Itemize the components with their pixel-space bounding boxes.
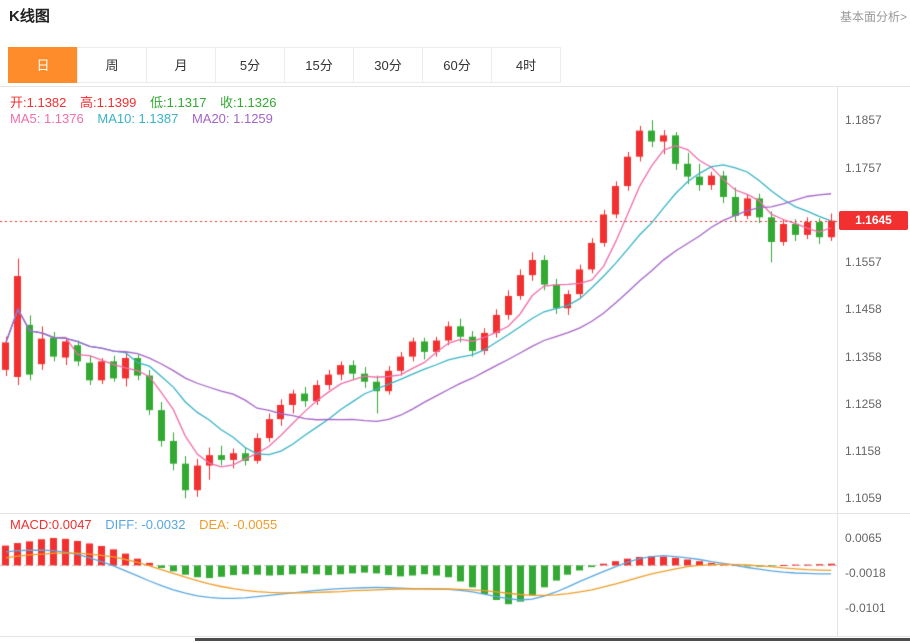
macd-value: MACD:0.0047 [10, 517, 92, 532]
panel-divider [0, 513, 910, 514]
tab-week[interactable]: 周 [77, 47, 147, 83]
chart-top-border [0, 86, 910, 87]
price-axis-label: 1.1158 [845, 444, 881, 459]
open-value: 开:1.1382 [10, 95, 67, 110]
tab-30min[interactable]: 30分 [353, 47, 423, 83]
tab-15min[interactable]: 15分 [284, 47, 354, 83]
ma5-value: MA5: 1.1376 [10, 111, 84, 126]
high-value: 高:1.1399 [80, 95, 137, 110]
macd-axis-label: -0.0101 [845, 601, 886, 615]
price-axis-label: 1.1258 [845, 396, 882, 411]
tab-day[interactable]: 日 [8, 47, 78, 83]
price-axis-label: 1.1059 [845, 491, 882, 506]
current-price-badge: 1.1645 [839, 211, 908, 231]
price-axis-label: 1.1557 [845, 255, 882, 270]
timeframe-tab-bar: 日 周 月 5分 15分 30分 60分 4时 [8, 47, 561, 83]
close-value: 收:1.1326 [220, 95, 277, 110]
ohlc-legend: 开:1.1382 高:1.1399 低:1.1317 收:1.1326 [10, 92, 286, 111]
price-axis-label: 1.1857 [845, 113, 882, 128]
low-value: 低:1.1317 [150, 95, 207, 110]
chart-bottom-border [0, 636, 910, 637]
tab-5min[interactable]: 5分 [215, 47, 285, 83]
price-axis-border [837, 86, 838, 637]
macd-chart-canvas[interactable] [0, 514, 837, 636]
dea-value: DEA: -0.0055 [199, 517, 278, 532]
ma10-value: MA10: 1.1387 [97, 111, 179, 126]
price-axis-label: 1.1458 [845, 302, 882, 317]
price-axis-label: 1.1757 [845, 160, 882, 175]
tab-4hour[interactable]: 4时 [491, 47, 561, 83]
candlestick-chart-canvas[interactable] [0, 88, 837, 512]
price-axis-label: 1.1358 [845, 349, 882, 364]
fundamental-analysis-link[interactable]: 基本面分析> [839, 10, 907, 24]
ma20-value: MA20: 1.1259 [191, 111, 273, 126]
page-title: K线图 [9, 8, 50, 25]
macd-axis-label: -0.0018 [845, 566, 886, 580]
diff-value: DIFF: -0.0032 [105, 517, 186, 532]
macd-legend: MACD:0.0047 DIFF: -0.0032 DEA: -0.0055 [10, 517, 287, 532]
tab-60min[interactable]: 60分 [422, 47, 492, 83]
ma-legend: MA5: 1.1376 MA10: 1.1387 MA20: 1.1259 [10, 111, 283, 126]
macd-axis-label: 0.0065 [845, 531, 882, 545]
horizontal-scrollbar[interactable] [195, 638, 910, 641]
tab-month[interactable]: 月 [146, 47, 216, 83]
